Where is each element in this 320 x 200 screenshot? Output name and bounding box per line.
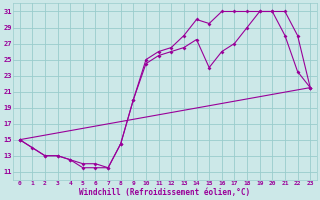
X-axis label: Windchill (Refroidissement éolien,°C): Windchill (Refroidissement éolien,°C) <box>79 188 251 197</box>
